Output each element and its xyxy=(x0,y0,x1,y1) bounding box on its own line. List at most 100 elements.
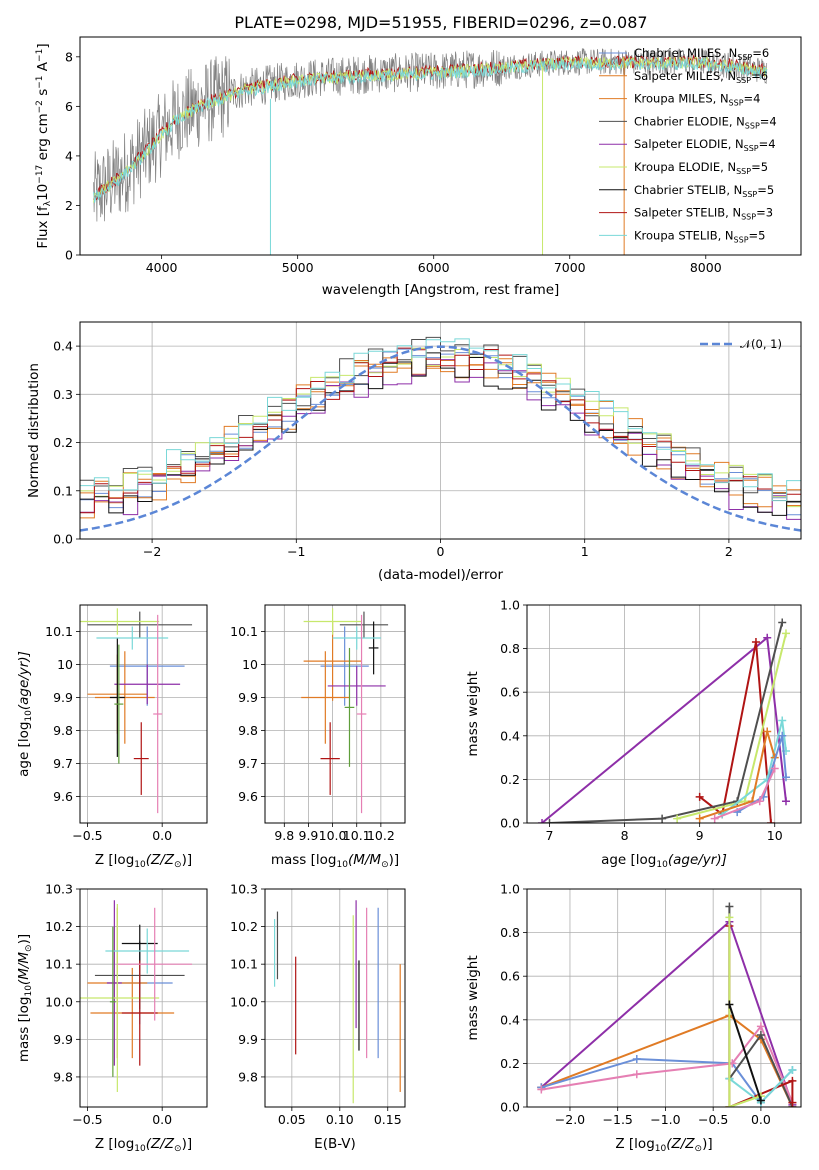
x-tick-label: −1.5 xyxy=(603,1112,633,1127)
axes-frame xyxy=(79,888,208,1108)
y-tick-label: 10.1 xyxy=(230,624,258,639)
y-tick-label: 9.9 xyxy=(53,1032,73,1047)
weight-marker xyxy=(763,727,772,736)
x-tick-label: 10.1 xyxy=(343,828,371,843)
y-tick-label: 9.8 xyxy=(238,723,258,738)
legend-label: Salpeter ELODIE, NSSP=4 xyxy=(634,137,776,153)
axes-frame xyxy=(526,604,802,824)
panel-residuals: −2 −1 0 1 2 0.0 0.1 0.2 0.3 0.4 𝒩(0, 1) (data-model… xyxy=(26,321,802,583)
y-axis-label: Flux [fλ10−17 erg cm−2 s−1 A−1] xyxy=(35,43,53,248)
legend-label: Kroupa ELODIE, NSSP=5 xyxy=(634,160,768,176)
legend-label: Chabrier MILES, NSSP=6 xyxy=(634,46,769,62)
legend-label: Kroupa STELIB, NSSP=5 xyxy=(634,228,765,244)
x-axis-label: E(B-V) xyxy=(314,1136,356,1152)
weight-marker xyxy=(751,638,760,647)
weight-marker xyxy=(781,773,790,782)
weight-marker xyxy=(756,1031,765,1040)
weight-marker xyxy=(673,814,682,823)
y-tick-label: 0.3 xyxy=(53,387,73,402)
spectrum-data-line xyxy=(93,48,768,222)
x-tick-label: −2.0 xyxy=(555,1112,585,1127)
weight-marker xyxy=(725,1000,734,1009)
panel-mass-vs-ebv: 0.05 0.10 0.15 9.8 9.9 10.0 10.1 10.2 10.3 E(B-V) xyxy=(230,882,406,1152)
panel-massweight-vs-Z: −2.0 −1.5 −1.0 −0.5 0.0 0.0 0.2 0.4 0.6 0.8 1.0 Z [… xyxy=(465,882,802,1154)
x-tick-label: 10 xyxy=(767,828,783,843)
x-tick-label: 9.8 xyxy=(274,828,294,843)
weight-series-line xyxy=(728,1004,762,1101)
y-tick-label: 10.1 xyxy=(230,957,258,972)
x-tick-label: 8000 xyxy=(690,260,722,275)
plot-area-mass-vs-ebv xyxy=(273,900,401,1104)
y-axis-label: mass weight xyxy=(465,955,481,1040)
weight-series-line xyxy=(699,731,776,820)
x-tick-label: 9 xyxy=(696,828,704,843)
y-tick-label: 0.8 xyxy=(500,641,520,656)
x-tick-label: −0.5 xyxy=(72,1112,102,1127)
y-tick-label: 0.2 xyxy=(53,435,73,450)
y-axis-label: age [log10(age/yr)] xyxy=(16,651,34,777)
weight-marker xyxy=(778,731,787,740)
y-tick-label: 0.8 xyxy=(500,925,520,940)
x-tick-label: 7000 xyxy=(554,260,586,275)
weight-marker xyxy=(632,1055,641,1064)
y-axis-label: mass [log10(M/M⊙)] xyxy=(16,934,34,1062)
y-tick-label: 9.8 xyxy=(53,1069,73,1084)
y-tick-label: 9.7 xyxy=(238,756,258,771)
y-tick-label: 1.0 xyxy=(500,598,520,613)
legend-label: Salpeter MILES, NSSP=6 xyxy=(634,69,768,85)
x-axis-label: age [log10(age/yr)] xyxy=(601,852,727,870)
x-tick-label: 5000 xyxy=(282,260,314,275)
weight-marker xyxy=(781,629,790,638)
y-tick-label: 10.3 xyxy=(230,882,258,897)
panel-age-vs-mass: 9.8 9.9 10.010.110.29.69.79.89.91010.1mass… xyxy=(230,604,406,870)
x-tick-label: −0.5 xyxy=(72,828,102,843)
y-tick-label: 6 xyxy=(65,99,73,114)
y-tick-label: 9.8 xyxy=(238,1069,258,1084)
weight-marker xyxy=(778,716,787,725)
y-tick-label: 2 xyxy=(65,198,73,213)
y-tick-label: 10.0 xyxy=(230,994,258,1009)
weight-marker xyxy=(725,902,734,911)
x-tick-label: 10.0 xyxy=(319,828,347,843)
plot-area-residuals xyxy=(80,336,801,532)
histogram-series xyxy=(80,347,801,514)
y-tick-label: 10 xyxy=(242,657,258,672)
y-tick-label: 10.1 xyxy=(45,957,73,972)
y-tick-label: 0 xyxy=(65,248,73,263)
x-tick-label: −1 xyxy=(287,544,305,559)
y-tick-label: 9.9 xyxy=(238,1032,258,1047)
x-tick-label: 8 xyxy=(621,828,629,843)
weight-marker xyxy=(710,814,719,823)
y-tick-label: 10 xyxy=(57,657,73,672)
x-axis-label: Z [log10(Z/Z⊙)] xyxy=(95,1136,192,1154)
weight-marker xyxy=(545,819,554,823)
y-tick-label: 9.9 xyxy=(53,690,73,705)
x-tick-label: −2 xyxy=(143,544,161,559)
plot-area-massweight-vs-age xyxy=(538,618,790,823)
weight-marker xyxy=(781,797,790,806)
x-axis-label: wavelength [Angstrom, rest frame] xyxy=(322,282,560,298)
axes-frame xyxy=(79,604,208,824)
x-axis-label: mass [log10(M/M⊙)] xyxy=(271,852,399,870)
weight-marker xyxy=(788,1098,797,1107)
histogram-series xyxy=(80,336,801,503)
x-tick-label: 9.9 xyxy=(299,828,319,843)
axes-frame xyxy=(79,321,802,540)
y-tick-label: 9.6 xyxy=(53,789,73,804)
weight-series-line xyxy=(728,917,762,1107)
plot-area-age-vs-mass xyxy=(301,608,389,814)
y-tick-label: 0.0 xyxy=(53,532,73,547)
panel-mass-vs-Z: −0.5 0.0 9.8 9.9 10.0 10.1 10.2 10.3 Z [log10(Z/… xyxy=(16,882,208,1154)
y-tick-label: 0.1 xyxy=(53,483,73,498)
y-tick-label: 0.4 xyxy=(500,728,520,743)
y-tick-label: 0.6 xyxy=(500,969,520,984)
weight-marker xyxy=(756,1022,765,1031)
y-tick-label: 4 xyxy=(65,148,73,163)
axes-frame xyxy=(264,604,406,824)
panel-age-vs-Z: −0.5 0.0 9.6 9.7 9.8 9.9 10 10.1 Z [log10(Z/Z⊙)]… xyxy=(16,604,208,870)
y-tick-label: 0.2 xyxy=(500,1056,520,1071)
x-tick-label: 7 xyxy=(546,828,554,843)
x-tick-label: −0.5 xyxy=(698,1112,728,1127)
y-tick-label: 8 xyxy=(65,49,73,64)
weight-series-line xyxy=(541,1024,794,1103)
